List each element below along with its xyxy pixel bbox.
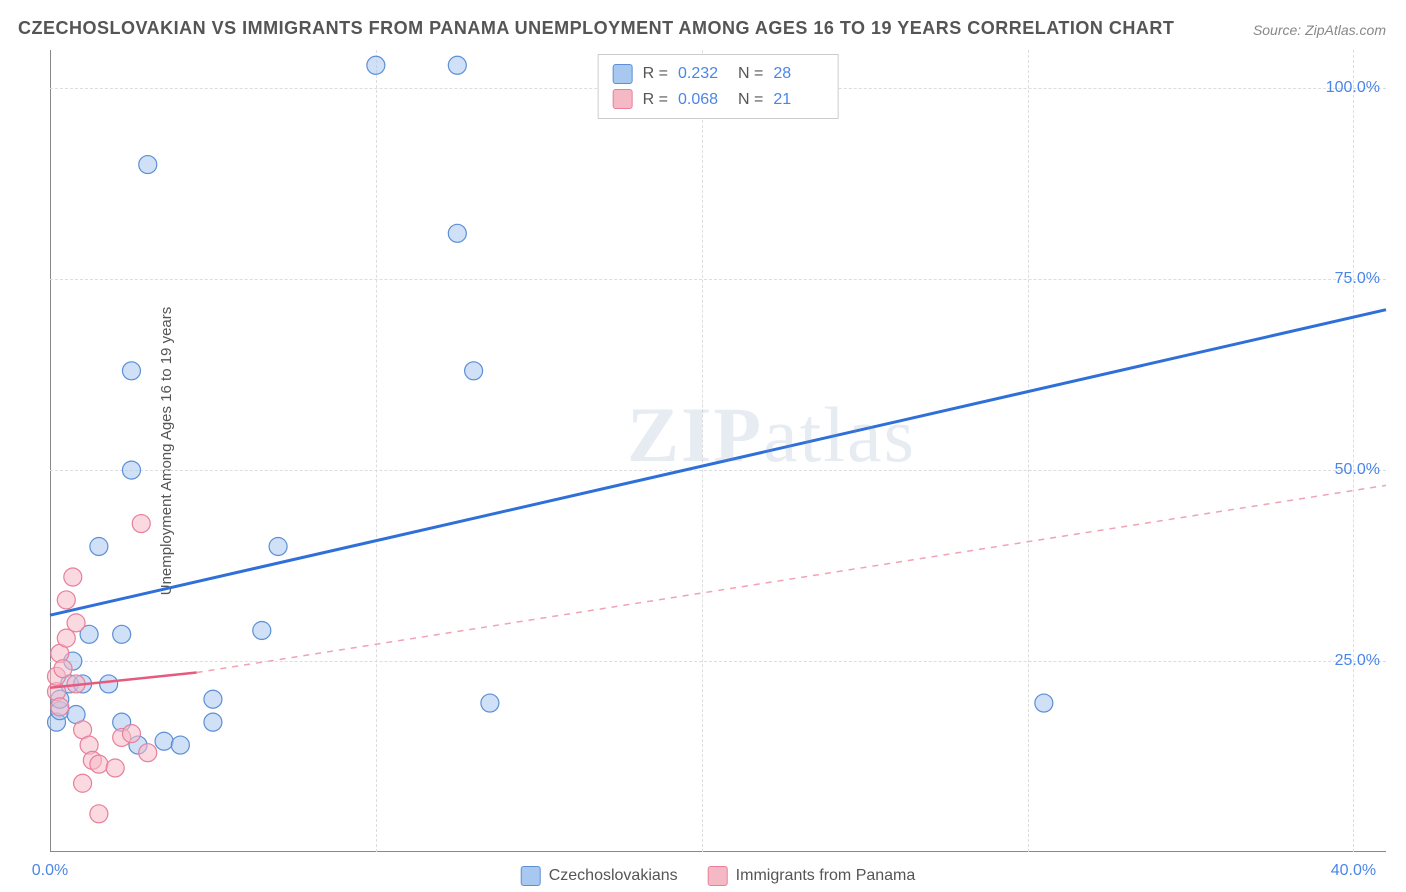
- scatter-point: [465, 362, 483, 380]
- y-tick-label: 75.0%: [1335, 270, 1380, 288]
- scatter-point: [122, 362, 140, 380]
- source-attribution: Source: ZipAtlas.com: [1253, 22, 1386, 38]
- legend-r-value: 0.232: [678, 61, 728, 87]
- trend-line: [50, 310, 1386, 616]
- scatter-point: [269, 537, 287, 555]
- scatter-point: [204, 690, 222, 708]
- y-tick-label: 25.0%: [1335, 652, 1380, 670]
- x-tick-label: 0.0%: [32, 862, 68, 880]
- scatter-point: [90, 755, 108, 773]
- legend-r-label: R =: [643, 61, 668, 87]
- legend-swatch-icon: [613, 89, 633, 109]
- legend-row: R = 0.068 N = 21: [613, 87, 824, 113]
- legend-item-label: Immigrants from Panama: [736, 867, 916, 885]
- scatter-point: [204, 713, 222, 731]
- scatter-point: [90, 537, 108, 555]
- scatter-point: [64, 568, 82, 586]
- legend-n-value: 28: [773, 61, 823, 87]
- y-tick-label: 50.0%: [1335, 461, 1380, 479]
- legend-n-value: 21: [773, 87, 823, 113]
- legend-item-label: Czechoslovakians: [549, 867, 678, 885]
- legend-series: Czechoslovakians Immigrants from Panama: [521, 866, 916, 886]
- scatter-point: [113, 625, 131, 643]
- legend-correlation: R = 0.232 N = 28 R = 0.068 N = 21: [598, 54, 839, 119]
- scatter-point: [139, 156, 157, 174]
- legend-n-label: N =: [738, 61, 763, 87]
- scatter-point: [139, 744, 157, 762]
- scatter-point: [57, 591, 75, 609]
- legend-swatch-icon: [521, 866, 541, 886]
- scatter-point: [122, 725, 140, 743]
- plot-area: ZIPatlas R = 0.232 N = 28 R = 0.068 N = …: [50, 50, 1386, 852]
- scatter-point: [67, 614, 85, 632]
- legend-swatch-icon: [613, 64, 633, 84]
- legend-swatch-icon: [708, 866, 728, 886]
- scatter-point: [90, 805, 108, 823]
- scatter-point: [481, 694, 499, 712]
- scatter-point: [100, 675, 118, 693]
- scatter-point: [122, 461, 140, 479]
- scatter-point: [253, 621, 271, 639]
- legend-item: Immigrants from Panama: [708, 866, 916, 886]
- scatter-point: [74, 774, 92, 792]
- scatter-point: [54, 660, 72, 678]
- scatter-point: [51, 698, 69, 716]
- chart-container: Unemployment Among Ages 16 to 19 years Z…: [50, 50, 1386, 852]
- scatter-point: [448, 56, 466, 74]
- scatter-point: [106, 759, 124, 777]
- scatter-svg: [50, 50, 1386, 852]
- legend-item: Czechoslovakians: [521, 866, 678, 886]
- scatter-point: [132, 515, 150, 533]
- y-tick-label: 100.0%: [1326, 79, 1380, 97]
- scatter-point: [367, 56, 385, 74]
- scatter-point: [57, 629, 75, 647]
- legend-r-value: 0.068: [678, 87, 728, 113]
- legend-r-label: R =: [643, 87, 668, 113]
- scatter-point: [171, 736, 189, 754]
- scatter-point: [1035, 694, 1053, 712]
- x-tick-label: 40.0%: [1331, 862, 1376, 880]
- trend-line-extrapolated: [197, 485, 1386, 672]
- legend-n-label: N =: [738, 87, 763, 113]
- chart-title: CZECHOSLOVAKIAN VS IMMIGRANTS FROM PANAM…: [18, 18, 1174, 39]
- legend-row: R = 0.232 N = 28: [613, 61, 824, 87]
- scatter-point: [155, 732, 173, 750]
- scatter-point: [448, 224, 466, 242]
